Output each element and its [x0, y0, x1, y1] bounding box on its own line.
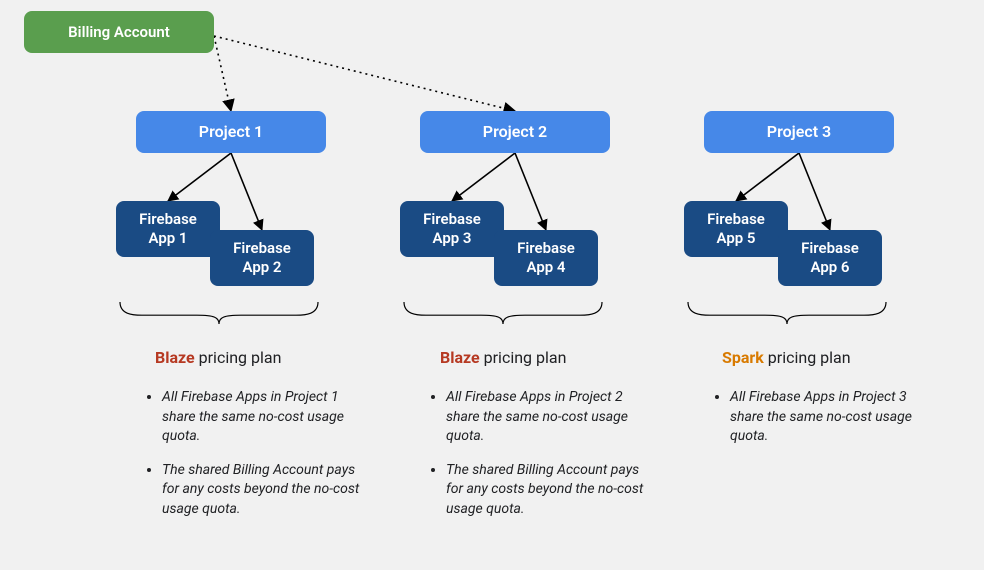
pricing-plan-label: Spark pricing plan	[722, 348, 851, 367]
node-app2: Firebase App 2	[210, 230, 314, 286]
plan-bullet-item: The shared Billing Account pays for any …	[162, 461, 372, 520]
edge-arrow	[799, 153, 830, 230]
node-project1: Project 1	[136, 111, 326, 153]
node-app3: Firebase App 3	[400, 201, 504, 257]
node-app6: Firebase App 6	[778, 230, 882, 286]
node-label: Project 3	[767, 122, 831, 142]
edge-arrow	[214, 36, 515, 111]
pricing-plan-label: Blaze pricing plan	[440, 348, 566, 367]
pricing-plan-suffix: pricing plan	[195, 348, 282, 367]
edge-arrow	[515, 153, 546, 230]
node-app5: Firebase App 5	[684, 201, 788, 257]
node-label: Firebase App 2	[233, 239, 291, 277]
plan-bullet-list: All Firebase Apps in Project 3 share the…	[712, 388, 940, 461]
plan-bullet-item: All Firebase Apps in Project 2 share the…	[446, 388, 656, 447]
curly-brace	[688, 302, 886, 324]
plan-bullet-item: All Firebase Apps in Project 1 share the…	[162, 388, 372, 447]
node-billing: Billing Account	[24, 11, 214, 53]
node-project2: Project 2	[420, 111, 610, 153]
plan-bullet-item: All Firebase Apps in Project 3 share the…	[730, 388, 940, 447]
node-app1: Firebase App 1	[116, 201, 220, 257]
plan-bullet-list: All Firebase Apps in Project 1 share the…	[144, 388, 372, 534]
plan-bullet-item: The shared Billing Account pays for any …	[446, 461, 656, 520]
pricing-plan-label: Blaze pricing plan	[155, 348, 281, 367]
curly-brace	[404, 302, 602, 324]
node-label: Project 1	[199, 122, 263, 142]
node-label: Project 2	[483, 122, 547, 142]
node-label: Firebase App 5	[707, 210, 765, 248]
edge-arrow	[168, 153, 231, 201]
pricing-plan-suffix: pricing plan	[764, 348, 851, 367]
edge-arrow	[736, 153, 799, 201]
edge-arrow	[214, 36, 231, 111]
node-label: Firebase App 4	[517, 239, 575, 277]
node-label: Firebase App 1	[139, 210, 197, 248]
pricing-plan-name: Blaze	[155, 348, 195, 367]
plan-bullet-list: All Firebase Apps in Project 2 share the…	[428, 388, 656, 534]
edge-arrow	[231, 153, 262, 230]
node-label: Firebase App 3	[423, 210, 481, 248]
node-app4: Firebase App 4	[494, 230, 598, 286]
pricing-plan-suffix: pricing plan	[480, 348, 567, 367]
pricing-plan-name: Spark	[722, 348, 764, 367]
pricing-plan-name: Blaze	[440, 348, 480, 367]
node-label: Firebase App 6	[801, 239, 859, 277]
node-label: Billing Account	[68, 23, 170, 42]
edge-arrow	[452, 153, 515, 201]
node-project3: Project 3	[704, 111, 894, 153]
curly-brace	[120, 302, 318, 324]
